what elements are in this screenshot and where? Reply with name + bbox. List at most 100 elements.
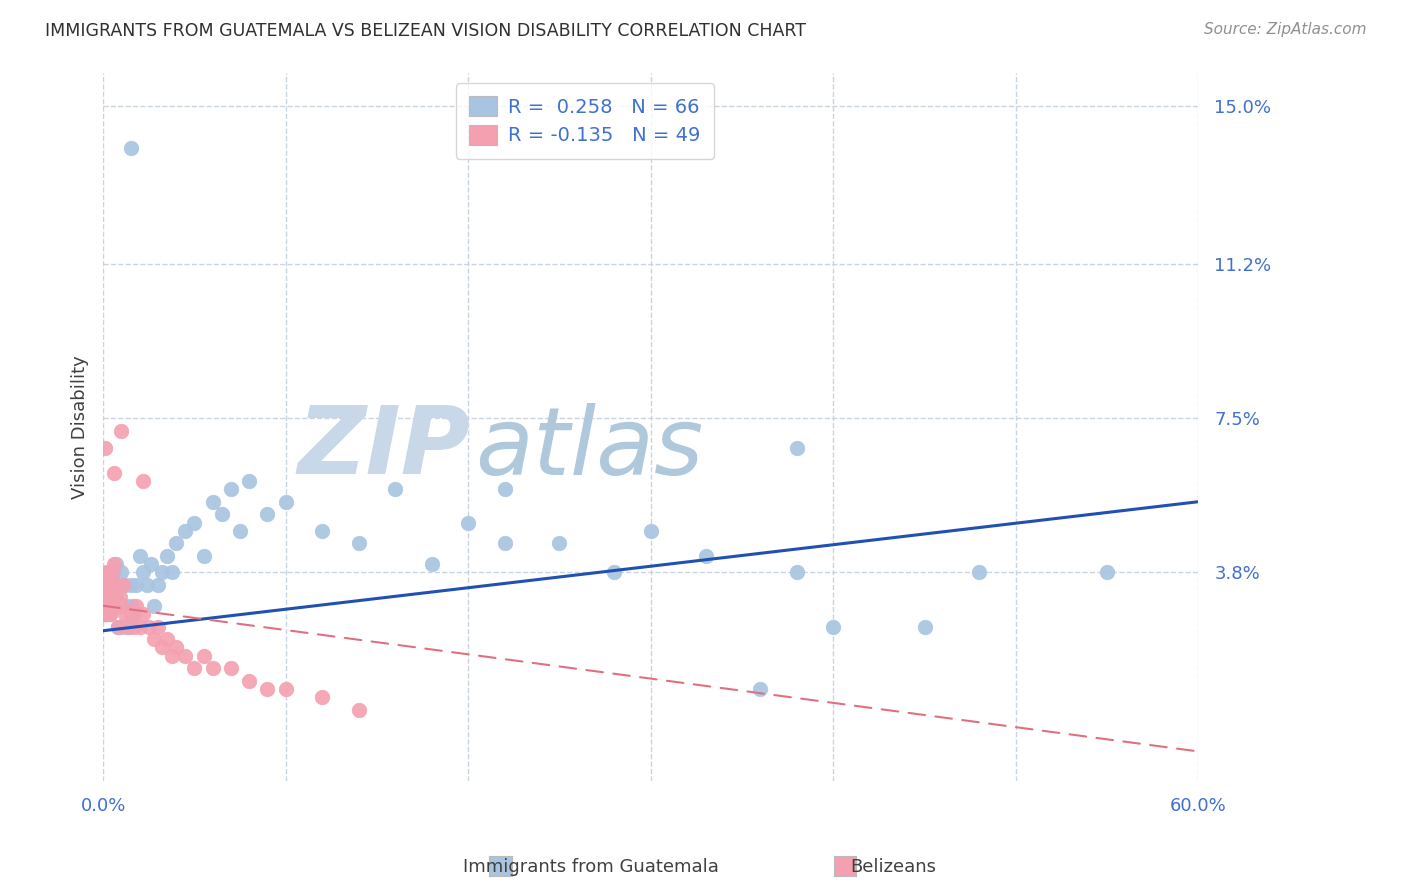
Point [104,578,127,592]
Point [96,599,118,613]
Point [183,661,205,675]
Point [97,591,120,605]
Point [100,607,122,621]
Point [143,632,166,646]
Point [96,566,118,580]
Point [104,557,127,571]
Point [101,578,124,592]
Point [640,524,662,538]
Point [143,599,166,613]
Text: atlas: atlas [475,402,704,493]
Point [219,661,242,675]
Point [174,524,197,538]
Point [97,591,120,605]
Point [823,619,845,633]
Point [146,578,169,592]
Point [94,607,117,621]
Point [125,578,148,592]
Point [969,566,991,580]
Point [101,599,124,613]
Point [118,619,141,633]
Point [548,536,571,550]
Point [103,557,125,571]
Point [110,599,132,613]
Text: Belizeans: Belizeans [849,858,936,876]
Point [107,578,129,592]
Point [94,599,117,613]
Text: ZIP: ZIP [297,402,470,494]
Point [122,607,145,621]
Point [114,607,136,621]
Point [110,424,132,438]
Point [211,507,233,521]
Point [110,566,132,580]
Point [94,607,117,621]
Point [695,549,717,563]
Point [94,591,117,605]
Point [96,578,118,592]
Point [274,681,297,696]
Point [494,482,516,496]
Point [193,549,215,563]
Point [103,599,125,613]
Point [94,591,117,605]
Point [107,619,129,633]
Text: Immigrants from Guatemala: Immigrants from Guatemala [463,858,718,876]
Point [121,599,143,613]
Point [229,524,252,538]
Point [97,578,120,592]
Point [100,591,122,605]
Point [174,648,197,663]
Legend: R =  0.258   N = 66, R = -0.135   N = 49: R = 0.258 N = 66, R = -0.135 N = 49 [456,83,714,159]
Point [108,599,131,613]
Point [156,549,179,563]
Point [96,599,118,613]
Point [94,441,117,455]
Point [114,578,136,592]
Point [128,549,150,563]
Point [201,661,224,675]
Point [100,578,122,592]
Point [193,648,215,663]
Point [100,599,122,613]
Point [347,703,370,717]
Point [420,557,443,571]
Point [120,141,142,155]
Point [96,607,118,621]
Point [146,619,169,633]
Point [384,482,406,496]
Point [132,607,155,621]
Point [115,599,138,613]
Point [101,566,124,580]
Point [201,494,224,508]
Point [238,474,260,488]
Text: IMMIGRANTS FROM GUATEMALA VS BELIZEAN VISION DISABILITY CORRELATION CHART: IMMIGRANTS FROM GUATEMALA VS BELIZEAN VI… [45,22,806,40]
Point [494,536,516,550]
Point [311,524,333,538]
Point [97,599,120,613]
Point [96,578,118,592]
Point [94,578,117,592]
Point [125,599,148,613]
Point [132,474,155,488]
Point [162,566,184,580]
Point [1095,566,1118,580]
Point [347,536,370,550]
Point [107,619,129,633]
Point [749,681,772,696]
Point [108,591,131,605]
Point [96,607,118,621]
Point [786,441,808,455]
Point [103,466,125,480]
Point [603,566,626,580]
Point [238,673,260,688]
Point [165,536,187,550]
Point [103,566,125,580]
Point [103,591,125,605]
Point [914,619,936,633]
Point [256,507,278,521]
Point [97,566,120,580]
Point [256,681,278,696]
Point [136,578,159,592]
Point [786,566,808,580]
